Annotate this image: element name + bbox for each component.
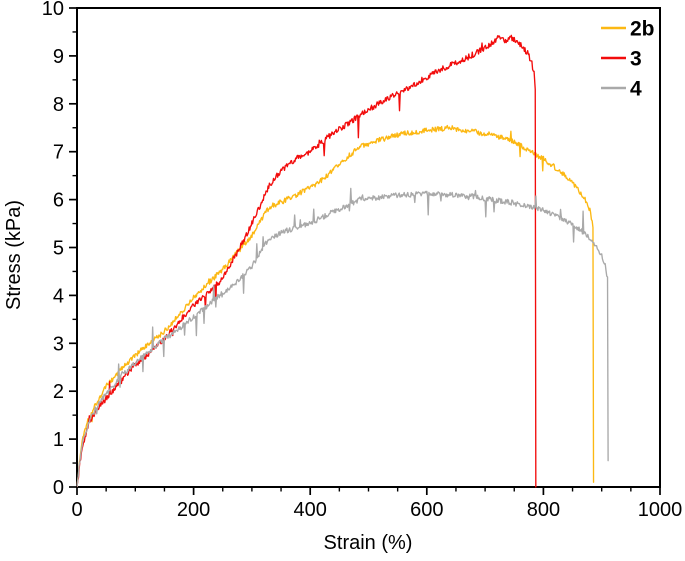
y-tick-label: 7 [53, 142, 64, 164]
legend-label-2b: 2b [630, 18, 655, 41]
legend: 2b 3 4 [601, 18, 655, 101]
y-axis-title: Stress (kPa) [3, 200, 25, 310]
y-tick-label: 4 [53, 285, 64, 307]
x-tick-label: 600 [410, 499, 443, 521]
plot-frame [76, 7, 661, 488]
y-tick-label: 8 [53, 94, 64, 116]
x-tick-label: 1000 [638, 499, 683, 521]
x-tick-label: 200 [177, 499, 210, 521]
x-axis-ticks [76, 487, 661, 495]
legend-label-3: 3 [630, 48, 642, 71]
x-axis-tick-labels: 0 200 400 600 800 1000 [71, 499, 682, 521]
x-tick-label: 0 [71, 499, 82, 521]
curve-2b [76, 124, 595, 488]
y-tick-label: 5 [53, 238, 64, 260]
y-tick-label: 2 [53, 381, 64, 403]
y-tick-label: 6 [53, 190, 64, 212]
y-tick-label: 0 [53, 477, 64, 499]
x-tick-label: 400 [294, 499, 327, 521]
x-axis-title: Strain (%) [324, 532, 413, 554]
y-tick-label: 9 [53, 46, 64, 68]
y-tick-label: 3 [53, 333, 64, 355]
legend-label-4: 4 [630, 78, 642, 101]
y-axis-ticks [69, 7, 77, 488]
y-axis-tick-labels: 0 1 2 3 4 5 6 7 8 9 10 [42, 0, 64, 499]
y-tick-label: 10 [42, 0, 64, 20]
x-tick-label: 800 [527, 499, 560, 521]
y-tick-label: 1 [53, 429, 64, 451]
curve-4 [76, 187, 609, 488]
curves [76, 34, 609, 488]
